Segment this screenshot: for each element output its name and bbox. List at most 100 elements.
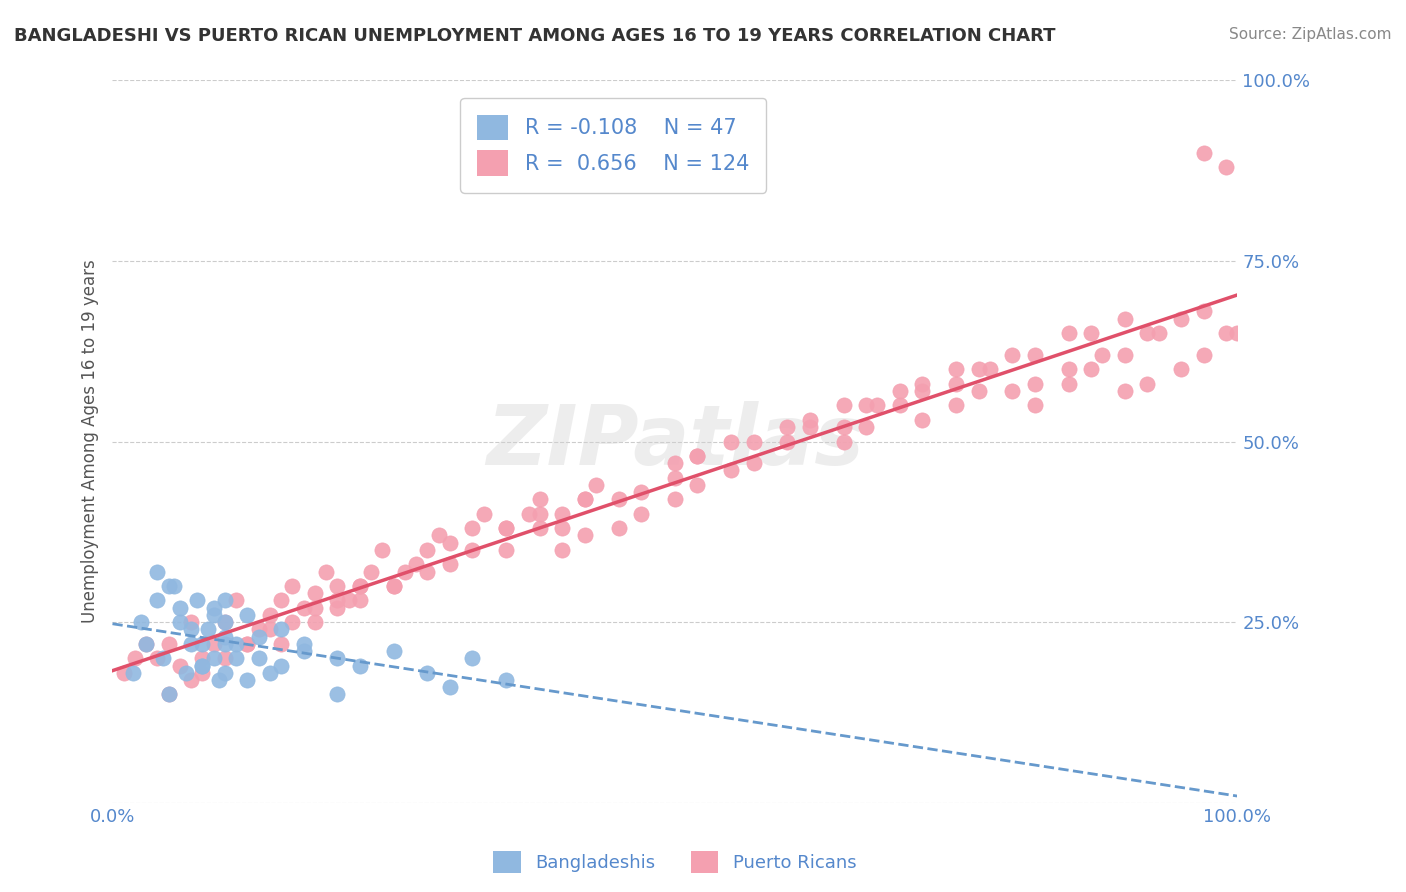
Point — [1114, 348, 1136, 362]
Point — [1001, 348, 1024, 362]
Point — [225, 651, 247, 665]
Point — [326, 651, 349, 665]
Point — [1170, 311, 1192, 326]
Point — [405, 558, 427, 572]
Point — [495, 521, 517, 535]
Point — [1215, 160, 1237, 174]
Point — [304, 600, 326, 615]
Point — [686, 478, 709, 492]
Point — [1192, 348, 1215, 362]
Point — [979, 362, 1001, 376]
Point — [304, 615, 326, 630]
Point — [799, 413, 821, 427]
Point — [1170, 362, 1192, 376]
Point — [169, 658, 191, 673]
Point — [1024, 398, 1046, 412]
Point — [214, 637, 236, 651]
Point — [349, 593, 371, 607]
Point — [1136, 326, 1159, 340]
Point — [174, 665, 197, 680]
Point — [337, 593, 360, 607]
Point — [326, 579, 349, 593]
Point — [360, 565, 382, 579]
Point — [517, 507, 540, 521]
Y-axis label: Unemployment Among Ages 16 to 19 years: Unemployment Among Ages 16 to 19 years — [80, 260, 98, 624]
Point — [349, 579, 371, 593]
Point — [529, 521, 551, 535]
Point — [292, 644, 315, 658]
Point — [197, 623, 219, 637]
Point — [945, 362, 967, 376]
Point — [799, 420, 821, 434]
Point — [461, 521, 484, 535]
Point — [529, 507, 551, 521]
Point — [259, 607, 281, 622]
Point — [551, 507, 574, 521]
Point — [382, 644, 405, 658]
Point — [236, 637, 259, 651]
Point — [416, 542, 439, 557]
Point — [129, 615, 152, 630]
Point — [326, 600, 349, 615]
Point — [202, 600, 225, 615]
Point — [135, 637, 157, 651]
Text: ZIPatlas: ZIPatlas — [486, 401, 863, 482]
Point — [281, 579, 304, 593]
Point — [461, 542, 484, 557]
Point — [889, 398, 911, 412]
Point — [1057, 362, 1080, 376]
Point — [225, 637, 247, 651]
Point — [326, 687, 349, 701]
Point — [495, 542, 517, 557]
Point — [1136, 376, 1159, 391]
Point — [1057, 376, 1080, 391]
Point — [146, 593, 169, 607]
Point — [394, 565, 416, 579]
Point — [186, 593, 208, 607]
Point — [720, 434, 742, 449]
Point — [180, 615, 202, 630]
Point — [1147, 326, 1170, 340]
Point — [236, 637, 259, 651]
Point — [889, 384, 911, 398]
Point — [461, 651, 484, 665]
Point — [157, 637, 180, 651]
Point — [439, 558, 461, 572]
Point — [1114, 311, 1136, 326]
Point — [191, 658, 214, 673]
Point — [1215, 326, 1237, 340]
Point — [112, 665, 135, 680]
Point — [742, 456, 765, 470]
Point — [382, 579, 405, 593]
Point — [270, 593, 292, 607]
Point — [270, 658, 292, 673]
Point — [427, 528, 450, 542]
Point — [664, 492, 686, 507]
Point — [911, 384, 934, 398]
Point — [292, 600, 315, 615]
Point — [1024, 348, 1046, 362]
Point — [382, 579, 405, 593]
Point — [349, 579, 371, 593]
Point — [866, 398, 889, 412]
Point — [1080, 326, 1102, 340]
Point — [664, 456, 686, 470]
Point — [214, 651, 236, 665]
Point — [416, 565, 439, 579]
Point — [967, 384, 990, 398]
Point — [180, 623, 202, 637]
Point — [270, 623, 292, 637]
Point — [607, 521, 630, 535]
Point — [157, 579, 180, 593]
Point — [157, 687, 180, 701]
Point — [630, 485, 652, 500]
Text: Source: ZipAtlas.com: Source: ZipAtlas.com — [1229, 27, 1392, 42]
Point — [911, 413, 934, 427]
Point — [551, 542, 574, 557]
Point — [349, 658, 371, 673]
Point — [776, 420, 799, 434]
Point — [135, 637, 157, 651]
Point — [1057, 326, 1080, 340]
Point — [1192, 304, 1215, 318]
Point — [214, 615, 236, 630]
